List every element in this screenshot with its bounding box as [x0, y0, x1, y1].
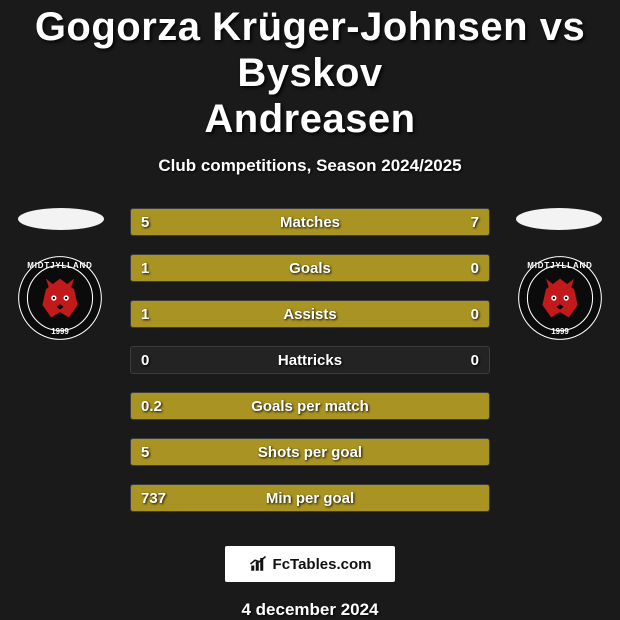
- stat-row: 0 0Hattricks: [130, 346, 490, 374]
- stat-row: 10Goals: [130, 254, 490, 282]
- stat-value-right: 7: [471, 209, 479, 235]
- stat-row: 5Shots per goal: [130, 438, 490, 466]
- stat-value-right: 0: [471, 301, 479, 327]
- stat-value-left: 737: [141, 485, 166, 511]
- club-crest-right: MIDTJYLLAND 1999: [516, 254, 604, 342]
- stat-row: 0.2Goals per match: [130, 392, 490, 420]
- bar-fill-right: [281, 209, 489, 235]
- stat-value-left: 1: [141, 301, 149, 327]
- bar-fill-left: [131, 485, 489, 511]
- page-title: Gogorza Krüger-Johnsen vs Byskov Andreas…: [0, 0, 620, 142]
- title-line-1: Gogorza Krüger-Johnsen vs Byskov: [35, 5, 585, 95]
- bar-fill-left: [131, 439, 489, 465]
- stat-value-left: 1: [141, 255, 149, 281]
- brand-text: FcTables.com: [273, 556, 372, 573]
- stat-row: 737Min per goal: [130, 484, 490, 512]
- stat-bars: 57Matches10Goals10Assists00Hattricks0.2G…: [130, 208, 490, 530]
- stat-value-left: 0.2: [141, 393, 162, 419]
- brand-badge[interactable]: FcTables.com: [225, 546, 395, 582]
- stat-label: Hattricks: [131, 347, 489, 373]
- comparison-area: MIDTJYLLAND 1999 MIDTJYLLAND 1999 57Matc…: [0, 208, 620, 538]
- bar-fill-left: [131, 393, 489, 419]
- bar-fill-left: [131, 209, 281, 235]
- flag-left: [18, 208, 104, 230]
- stat-row: 57Matches: [130, 208, 490, 236]
- stat-value-left: 5: [141, 209, 149, 235]
- date-text: 4 december 2024: [0, 600, 620, 620]
- svg-text:MIDTJYLLAND: MIDTJYLLAND: [527, 261, 592, 270]
- chart-icon: [249, 555, 267, 573]
- flag-right: [516, 208, 602, 230]
- stat-value-left: 5: [141, 439, 149, 465]
- subtitle: Club competitions, Season 2024/2025: [0, 156, 620, 176]
- svg-text:MIDTJYLLAND: MIDTJYLLAND: [27, 261, 92, 270]
- stat-value-right: 0: [471, 255, 479, 281]
- bar-fill-left: [131, 255, 489, 281]
- club-crest-left: MIDTJYLLAND 1999: [16, 254, 104, 342]
- svg-text:1999: 1999: [551, 327, 569, 336]
- crest-year: 1999: [51, 327, 69, 336]
- stat-row: 10Assists: [130, 300, 490, 328]
- title-line-2: Andreasen: [204, 97, 415, 141]
- bar-fill-left: [131, 301, 489, 327]
- stat-value-left: 0: [141, 347, 149, 373]
- stat-value-right: 0: [471, 347, 479, 373]
